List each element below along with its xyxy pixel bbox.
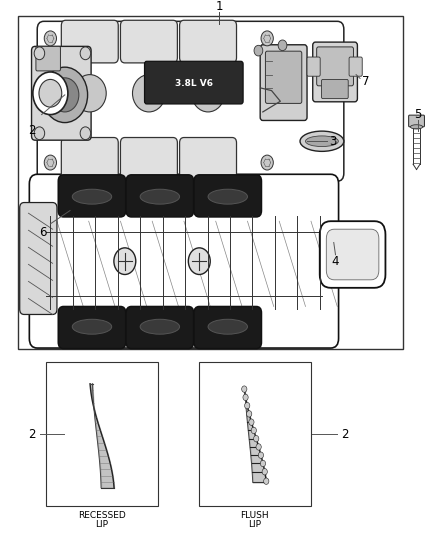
Circle shape (51, 78, 79, 112)
Ellipse shape (72, 319, 112, 334)
FancyBboxPatch shape (145, 61, 243, 104)
FancyBboxPatch shape (326, 229, 379, 280)
FancyBboxPatch shape (320, 221, 385, 288)
Text: 2: 2 (28, 124, 36, 137)
FancyBboxPatch shape (409, 115, 424, 127)
Text: 7: 7 (362, 75, 370, 88)
FancyBboxPatch shape (317, 47, 353, 86)
Text: 4: 4 (331, 255, 339, 268)
Circle shape (251, 427, 256, 434)
Circle shape (114, 248, 136, 274)
Ellipse shape (191, 75, 224, 112)
Ellipse shape (208, 319, 247, 334)
FancyBboxPatch shape (37, 21, 344, 181)
FancyBboxPatch shape (120, 20, 177, 63)
FancyBboxPatch shape (265, 51, 302, 103)
FancyBboxPatch shape (58, 175, 126, 217)
Circle shape (261, 155, 273, 170)
Circle shape (254, 45, 263, 56)
Circle shape (261, 31, 273, 46)
Bar (18, 16, 403, 349)
Text: 3.8L V6: 3.8L V6 (175, 79, 213, 88)
Circle shape (44, 31, 57, 46)
Text: 6: 6 (39, 227, 47, 239)
FancyBboxPatch shape (260, 45, 307, 120)
FancyBboxPatch shape (61, 20, 118, 63)
Bar (46, 362, 158, 506)
FancyBboxPatch shape (180, 20, 237, 63)
FancyBboxPatch shape (349, 57, 362, 76)
FancyBboxPatch shape (126, 306, 194, 349)
Ellipse shape (208, 189, 247, 204)
Ellipse shape (300, 131, 344, 151)
FancyBboxPatch shape (58, 306, 126, 349)
FancyBboxPatch shape (20, 203, 57, 314)
Text: 3: 3 (329, 135, 336, 148)
Circle shape (256, 444, 261, 450)
FancyBboxPatch shape (120, 138, 177, 180)
FancyBboxPatch shape (126, 175, 194, 217)
Circle shape (243, 394, 248, 401)
Text: FLUSH: FLUSH (240, 511, 269, 520)
FancyBboxPatch shape (313, 42, 357, 102)
Circle shape (262, 469, 267, 475)
Circle shape (34, 47, 45, 60)
FancyBboxPatch shape (32, 46, 91, 140)
FancyBboxPatch shape (180, 138, 237, 180)
FancyBboxPatch shape (307, 57, 320, 76)
Circle shape (249, 419, 254, 425)
Circle shape (80, 47, 91, 60)
Ellipse shape (140, 319, 180, 334)
Ellipse shape (410, 125, 423, 129)
FancyBboxPatch shape (321, 79, 348, 99)
Ellipse shape (73, 75, 106, 112)
Text: 5: 5 (415, 108, 422, 121)
Text: RECESSED: RECESSED (78, 511, 126, 520)
Circle shape (264, 478, 269, 484)
Ellipse shape (140, 189, 180, 204)
Circle shape (39, 79, 62, 107)
Circle shape (33, 72, 68, 115)
Bar (199, 362, 311, 506)
FancyBboxPatch shape (61, 138, 118, 180)
Circle shape (44, 155, 57, 170)
Circle shape (278, 40, 287, 51)
Text: LIP: LIP (248, 520, 261, 529)
Circle shape (247, 411, 252, 417)
Text: 2: 2 (28, 428, 36, 441)
Circle shape (258, 452, 264, 458)
Circle shape (244, 402, 250, 409)
Ellipse shape (305, 136, 338, 147)
FancyBboxPatch shape (194, 306, 261, 349)
Circle shape (254, 435, 259, 442)
Circle shape (34, 127, 45, 140)
Circle shape (80, 127, 91, 140)
Circle shape (42, 67, 88, 123)
Circle shape (188, 248, 210, 274)
Ellipse shape (132, 75, 166, 112)
Text: LIP: LIP (95, 520, 108, 529)
FancyBboxPatch shape (36, 46, 60, 71)
Circle shape (260, 461, 265, 467)
Circle shape (242, 386, 247, 392)
Text: 1: 1 (215, 0, 223, 13)
FancyBboxPatch shape (194, 175, 261, 217)
Text: 2: 2 (341, 428, 349, 441)
FancyBboxPatch shape (29, 174, 339, 348)
Ellipse shape (72, 189, 112, 204)
